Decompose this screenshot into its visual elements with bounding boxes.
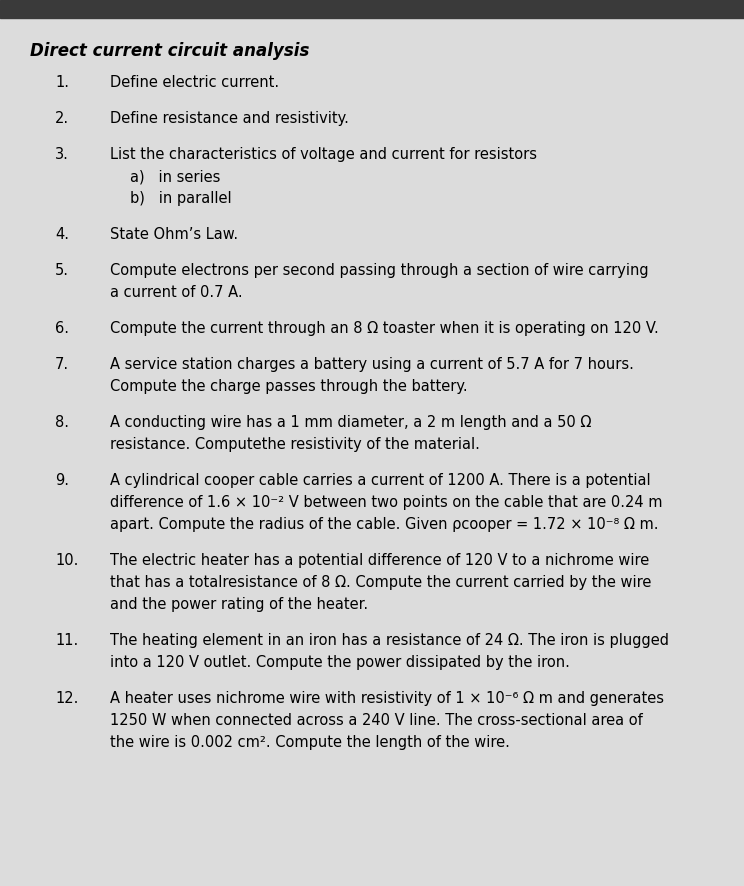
Bar	[0, 0, 744, 18]
Text: 11.: 11.	[55, 633, 78, 648]
Text: 1.: 1.	[55, 75, 69, 90]
Text: apart. Compute the radius of the cable. Given ρcooper = 1.72 × 10⁻⁸ Ω m.: apart. Compute the radius of the cable. …	[110, 517, 658, 532]
Text: 6.: 6.	[55, 321, 69, 336]
Text: into a 120 V outlet. Compute the power dissipated by the iron.: into a 120 V outlet. Compute the power d…	[110, 655, 570, 670]
Text: A heater uses nichrome wire with resistivity of 1 × 10⁻⁶ Ω m and generates: A heater uses nichrome wire with resisti…	[110, 691, 664, 706]
Text: that has a totalresistance of 8 Ω. Compute the current carried by the wire: that has a totalresistance of 8 Ω. Compu…	[110, 575, 652, 590]
Text: difference of 1.6 × 10⁻² V between two points on the cable that are 0.24 m: difference of 1.6 × 10⁻² V between two p…	[110, 495, 662, 510]
Text: 4.: 4.	[55, 227, 69, 242]
Text: 9.: 9.	[55, 473, 69, 488]
Text: a)   in series: a) in series	[130, 169, 220, 184]
Text: 12.: 12.	[55, 691, 78, 706]
Text: 1250 W when connected across a 240 V line. The cross-sectional area of: 1250 W when connected across a 240 V lin…	[110, 713, 643, 728]
Text: 7.: 7.	[55, 357, 69, 372]
Text: 8.: 8.	[55, 415, 69, 430]
Text: The heating element in an iron has a resistance of 24 Ω. The iron is plugged: The heating element in an iron has a res…	[110, 633, 669, 648]
Text: 3.: 3.	[55, 147, 69, 162]
Text: Compute the charge passes through the battery.: Compute the charge passes through the ba…	[110, 379, 468, 394]
Text: List the characteristics of voltage and current for resistors: List the characteristics of voltage and …	[110, 147, 537, 162]
Text: A service station charges a battery using a current of 5.7 A for 7 hours.: A service station charges a battery usin…	[110, 357, 634, 372]
Text: 2.: 2.	[55, 111, 69, 126]
Text: and the power rating of the heater.: and the power rating of the heater.	[110, 597, 368, 612]
Text: 5.: 5.	[55, 263, 69, 278]
Text: the wire is 0.002 cm². Compute the length of the wire.: the wire is 0.002 cm². Compute the lengt…	[110, 735, 510, 750]
Text: Compute electrons per second passing through a section of wire carrying: Compute electrons per second passing thr…	[110, 263, 649, 278]
Text: The electric heater has a potential difference of 120 V to a nichrome wire: The electric heater has a potential diff…	[110, 553, 650, 568]
Text: b)   in parallel: b) in parallel	[130, 191, 231, 206]
Text: A cylindrical cooper cable carries a current of 1200 A. There is a potential: A cylindrical cooper cable carries a cur…	[110, 473, 650, 488]
Text: resistance. Computethe resistivity of the material.: resistance. Computethe resistivity of th…	[110, 437, 480, 452]
Text: Define resistance and resistivity.: Define resistance and resistivity.	[110, 111, 349, 126]
Text: State Ohm’s Law.: State Ohm’s Law.	[110, 227, 238, 242]
Text: Compute the current through an 8 Ω toaster when it is operating on 120 V.: Compute the current through an 8 Ω toast…	[110, 321, 658, 336]
Text: Direct current circuit analysis: Direct current circuit analysis	[30, 42, 310, 60]
Text: Define electric current.: Define electric current.	[110, 75, 279, 90]
Text: a current of 0.7 A.: a current of 0.7 A.	[110, 285, 243, 300]
Text: 10.: 10.	[55, 553, 78, 568]
Text: A conducting wire has a 1 mm diameter, a 2 m length and a 50 Ω: A conducting wire has a 1 mm diameter, a…	[110, 415, 591, 430]
